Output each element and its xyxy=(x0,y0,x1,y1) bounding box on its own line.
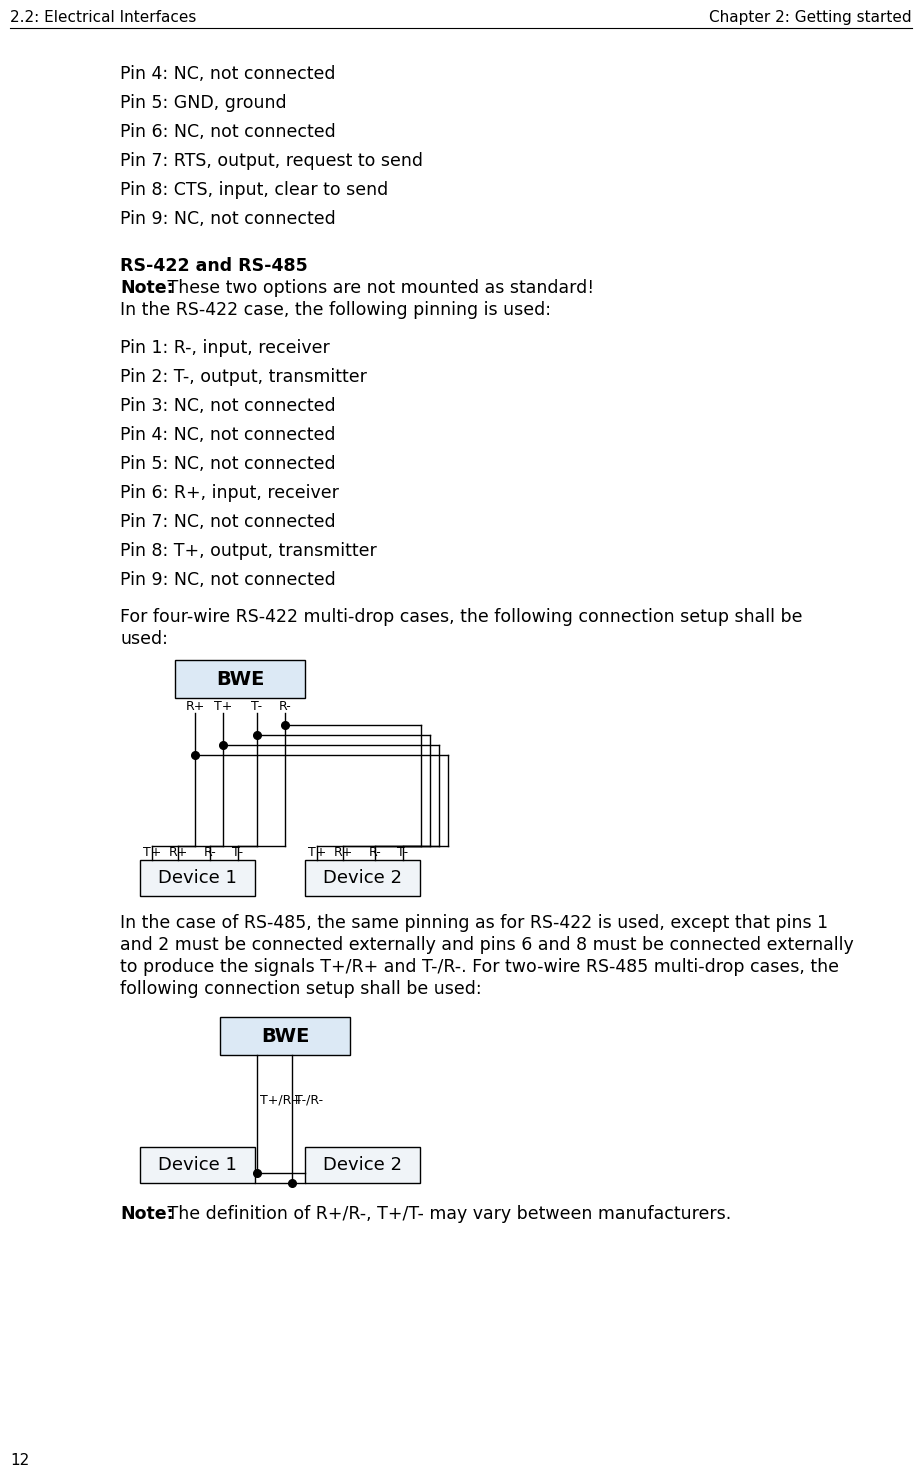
FancyBboxPatch shape xyxy=(175,660,305,699)
Text: Note:: Note: xyxy=(120,1205,173,1222)
Text: Pin 8: CTS, input, clear to send: Pin 8: CTS, input, clear to send xyxy=(120,181,388,199)
Text: Pin 5: NC, not connected: Pin 5: NC, not connected xyxy=(120,455,336,474)
Text: The definition of R+/R-, T+/T- may vary between manufacturers.: The definition of R+/R-, T+/T- may vary … xyxy=(162,1205,731,1222)
Text: T+/R+: T+/R+ xyxy=(260,1093,302,1106)
Text: Pin 4: NC, not connected: Pin 4: NC, not connected xyxy=(120,427,336,444)
Text: following connection setup shall be used:: following connection setup shall be used… xyxy=(120,980,481,997)
Text: Pin 8: T+, output, transmitter: Pin 8: T+, output, transmitter xyxy=(120,541,377,560)
Text: Chapter 2: Getting started: Chapter 2: Getting started xyxy=(709,10,912,25)
Text: Pin 2: T-, output, transmitter: Pin 2: T-, output, transmitter xyxy=(120,368,367,385)
Text: R+: R+ xyxy=(185,700,205,713)
Text: R-: R- xyxy=(369,846,382,859)
FancyBboxPatch shape xyxy=(140,1147,255,1183)
Text: T-/R-: T-/R- xyxy=(295,1093,323,1106)
Text: In the RS-422 case, the following pinning is used:: In the RS-422 case, the following pinnin… xyxy=(120,302,551,319)
Text: Pin 9: NC, not connected: Pin 9: NC, not connected xyxy=(120,210,336,228)
Text: BWE: BWE xyxy=(261,1027,309,1046)
Text: 2.2: Electrical Interfaces: 2.2: Electrical Interfaces xyxy=(10,10,196,25)
Text: R-: R- xyxy=(204,846,217,859)
FancyBboxPatch shape xyxy=(140,861,255,896)
Text: used:: used: xyxy=(120,630,168,649)
Text: Pin 3: NC, not connected: Pin 3: NC, not connected xyxy=(120,397,336,415)
Text: Pin 4: NC, not connected: Pin 4: NC, not connected xyxy=(120,65,336,82)
Text: These two options are not mounted as standard!: These two options are not mounted as sta… xyxy=(162,279,594,297)
Text: Pin 7: NC, not connected: Pin 7: NC, not connected xyxy=(120,513,336,531)
Text: to produce the signals T+/R+ and T-/R-. For two-wire RS-485 multi-drop cases, th: to produce the signals T+/R+ and T-/R-. … xyxy=(120,958,839,975)
Text: T-: T- xyxy=(232,846,243,859)
FancyBboxPatch shape xyxy=(220,1016,350,1055)
Text: T+: T+ xyxy=(143,846,161,859)
Text: 12: 12 xyxy=(10,1453,30,1468)
Text: T+: T+ xyxy=(308,846,326,859)
Text: For four-wire RS-422 multi-drop cases, the following connection setup shall be: For four-wire RS-422 multi-drop cases, t… xyxy=(120,608,802,627)
Text: Pin 1: R-, input, receiver: Pin 1: R-, input, receiver xyxy=(120,338,330,357)
Text: Pin 5: GND, ground: Pin 5: GND, ground xyxy=(120,94,287,112)
Text: Device 1: Device 1 xyxy=(158,869,237,887)
Text: Pin 7: RTS, output, request to send: Pin 7: RTS, output, request to send xyxy=(120,152,423,171)
FancyBboxPatch shape xyxy=(305,861,420,896)
Text: R-: R- xyxy=(278,700,291,713)
Text: Device 2: Device 2 xyxy=(323,869,402,887)
FancyBboxPatch shape xyxy=(305,1147,420,1183)
Text: R+: R+ xyxy=(169,846,188,859)
Text: T+: T+ xyxy=(214,700,232,713)
Text: Device 1: Device 1 xyxy=(158,1156,237,1174)
Text: T-: T- xyxy=(252,700,263,713)
Text: R+: R+ xyxy=(334,846,353,859)
Text: Device 2: Device 2 xyxy=(323,1156,402,1174)
Text: and 2 must be connected externally and pins 6 and 8 must be connected externally: and 2 must be connected externally and p… xyxy=(120,936,854,955)
Text: Pin 6: R+, input, receiver: Pin 6: R+, input, receiver xyxy=(120,484,339,502)
Text: Pin 6: NC, not connected: Pin 6: NC, not connected xyxy=(120,124,336,141)
Text: RS-422 and RS-485: RS-422 and RS-485 xyxy=(120,257,308,275)
Text: Note:: Note: xyxy=(120,279,173,297)
Text: Pin 9: NC, not connected: Pin 9: NC, not connected xyxy=(120,571,336,588)
Text: T-: T- xyxy=(397,846,408,859)
Text: BWE: BWE xyxy=(216,669,265,688)
Text: In the case of RS-485, the same pinning as for RS-422 is used, except that pins : In the case of RS-485, the same pinning … xyxy=(120,913,828,933)
